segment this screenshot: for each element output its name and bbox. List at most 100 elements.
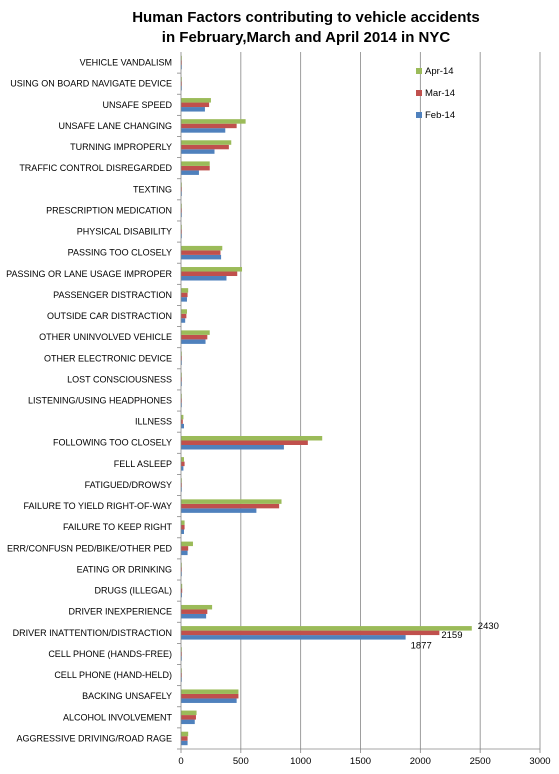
bar-apr-14 (181, 330, 210, 335)
bar-feb-14 (181, 339, 206, 344)
bar-feb-14 (181, 508, 257, 513)
bar-mar-14 (181, 144, 229, 150)
axes (177, 52, 541, 753)
category-label: CELL PHONE (HANDS-FREE) (48, 649, 172, 659)
bar-mar-14 (181, 165, 210, 171)
bar-feb-14 (181, 170, 199, 175)
bar-mar-14 (181, 693, 239, 699)
bar-mar-14 (181, 313, 187, 319)
bar-feb-14 (181, 149, 215, 154)
bar-feb-14 (181, 635, 406, 640)
legend-swatch-feb-14 (416, 112, 422, 118)
bar-mar-14 (181, 609, 208, 614)
bar-apr-14 (181, 520, 185, 525)
bar-apr-14 (181, 98, 211, 103)
bar-apr-14 (181, 457, 184, 462)
category-label: OTHER ELECTRONIC DEVICE (44, 353, 172, 363)
bar-feb-14 (181, 423, 184, 429)
category-label: FOLLOWING TOO CLOSELY (53, 438, 172, 448)
bar-feb-14 (181, 318, 186, 323)
bar-feb-14 (181, 107, 205, 112)
bar-apr-14 (181, 161, 210, 166)
bar-mar-14 (181, 250, 221, 255)
bar-apr-14 (181, 731, 189, 737)
bar-mar-14 (181, 440, 308, 445)
category-label: PRESCRIPTION MEDICATION (46, 205, 172, 215)
bar-apr-14 (181, 626, 472, 631)
x-tick-label: 2000 (410, 756, 431, 767)
chart-title-line-2: in February,March and April 2014 in NYC (162, 29, 451, 46)
category-label: OTHER UNINVOLVED VEHICLE (39, 332, 172, 342)
bar-apr-14 (181, 541, 193, 547)
chart-title: Human Factors contributing to vehicle ac… (132, 9, 480, 46)
category-label: TURNING IMPROPERLY (70, 142, 172, 152)
x-tick-label: 500 (233, 756, 249, 767)
category-label: OUTSIDE CAR DISTRACTION (47, 311, 172, 321)
bar-mar-14 (181, 461, 185, 467)
bar-mar-14 (181, 524, 185, 530)
bar-feb-14 (181, 719, 195, 725)
category-label: USING ON BOARD NAVIGATE DEVICE (10, 79, 172, 89)
bar-mar-14 (181, 271, 238, 277)
bar-mar-14 (181, 588, 183, 593)
bar-feb-14 (181, 128, 226, 133)
category-label: UNSAFE LANE CHANGING (58, 121, 172, 131)
bar-feb-14 (181, 740, 188, 746)
bar-apr-14 (181, 689, 239, 694)
category-label: EATING OR DRINKING (77, 564, 172, 574)
category-label: PASSING OR LANE USAGE IMPROPER (6, 269, 172, 279)
category-labels: AGGRESSIVE DRIVING/ROAD RAGE ALCOHOL INVO… (6, 58, 172, 744)
x-tick-label: 2500 (470, 756, 491, 767)
category-label: BACKING UNSAFELY (82, 691, 172, 701)
category-label: DRUGS (ILLEGAL) (94, 586, 172, 596)
category-label: FELL ASLEEP (114, 459, 172, 469)
legend-label: Mar-14 (425, 88, 455, 99)
data-label: 2159 (441, 630, 462, 641)
gridlines (240, 52, 541, 749)
bar-mar-14 (181, 546, 189, 551)
bar-apr-14 (181, 499, 282, 504)
category-label: ERR/CONFUSN PED/BIKE/OTHER PED (7, 543, 173, 553)
data-label: 2430 (478, 621, 499, 632)
bar-feb-14 (181, 466, 184, 471)
category-label: ALCOHOL INVOLVEMENT (63, 712, 173, 722)
category-label: CELL PHONE (HAND-HELD) (54, 670, 172, 680)
category-label: VEHICLE VANDALISM (80, 58, 172, 68)
bar-apr-14 (181, 604, 213, 610)
bar-apr-14 (181, 140, 232, 145)
data-labels: 2430 2159 1877 (411, 621, 499, 652)
legend-swatch-apr-14 (416, 68, 422, 74)
bar-feb-14 (181, 529, 184, 534)
category-label: LISTENING/USING HEADPHONES (28, 396, 172, 406)
category-label: TEXTING (133, 184, 172, 194)
bar-apr-14 (181, 267, 243, 272)
x-tick-label: 3000 (529, 756, 550, 767)
bar-mar-14 (181, 736, 188, 741)
bar-feb-14 (181, 254, 222, 260)
category-label: FAILURE TO KEEP RIGHT (63, 522, 173, 532)
bar-mar-14 (181, 123, 237, 129)
bar-feb-14 (181, 276, 227, 281)
category-label: ILLNESS (135, 417, 172, 427)
bar-feb-14 (181, 297, 187, 302)
bar-feb-14 (181, 592, 182, 598)
bar-apr-14 (181, 288, 189, 293)
bar-feb-14 (181, 444, 284, 450)
x-tick-label: 1500 (350, 756, 371, 767)
data-label: 1877 (411, 641, 432, 652)
x-tick-label: 1000 (290, 756, 311, 767)
category-label: DRIVER INEXPERIENCE (68, 607, 172, 617)
x-tick-label: 0 (178, 756, 183, 767)
bar-mar-14 (181, 292, 188, 298)
category-label: FAILURE TO YIELD RIGHT-OF-WAY (23, 501, 172, 511)
bar-apr-14 (181, 583, 183, 589)
chart-title-line-1: Human Factors contributing to vehicle ac… (132, 9, 480, 26)
bar-apr-14 (181, 710, 197, 716)
bar-apr-14 (181, 414, 184, 420)
bar-apr-14 (181, 119, 246, 124)
legend-label: Feb-14 (425, 110, 455, 121)
bar-mar-14 (181, 419, 183, 424)
category-label: PASSING TOO CLOSELY (68, 248, 172, 258)
category-label: DRIVER INATTENTION/DISTRACTION (13, 628, 172, 638)
category-label: UNSAFE SPEED (102, 100, 172, 110)
